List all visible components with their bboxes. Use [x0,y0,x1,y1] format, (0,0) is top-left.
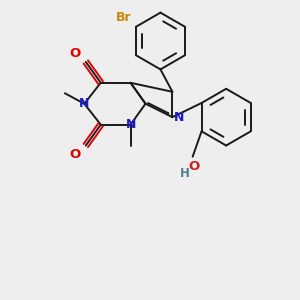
Text: H: H [180,167,190,180]
Text: N: N [174,111,184,124]
Text: O: O [69,46,80,59]
Text: N: N [79,97,89,110]
Text: O: O [188,160,199,173]
Text: Br: Br [116,11,131,24]
Text: N: N [125,118,136,131]
Text: O: O [69,148,80,161]
